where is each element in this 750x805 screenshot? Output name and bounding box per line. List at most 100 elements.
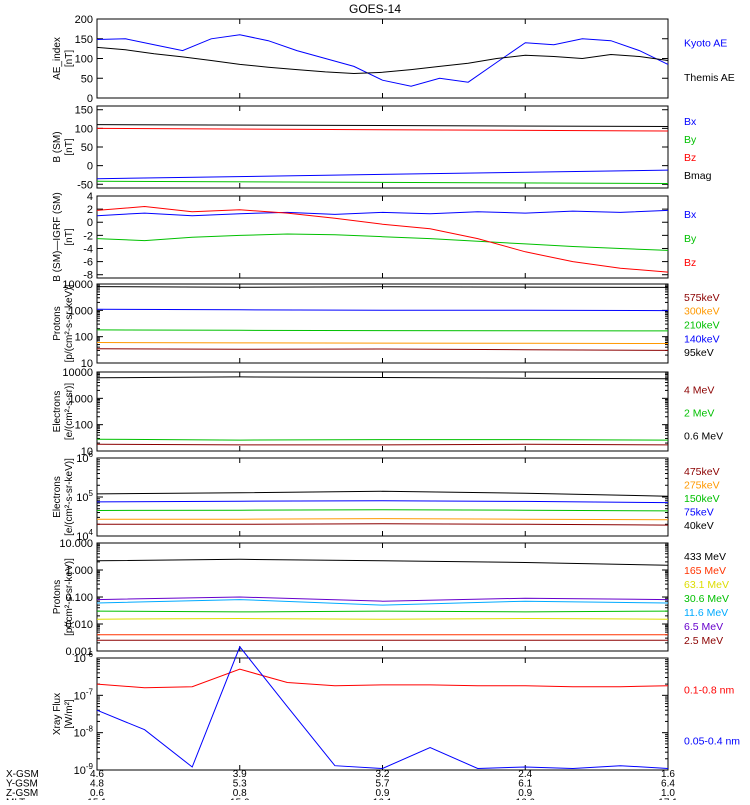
y-tick-label: -50 (77, 179, 93, 191)
x-row-label-y-gsm: Y-GSM (6, 779, 38, 790)
panel-1: 0 50 100 150 200 AE_index [nT] Kyoto AE Themis A… (52, 14, 735, 105)
x-value-x-gsm: 3.9 (233, 769, 247, 780)
y-tick-label: -2 (83, 230, 93, 242)
series-line-95kev (96, 286, 669, 288)
legend-entry-0-6-mev: 0.6 MeV (684, 431, 723, 443)
y-tick-label: 0.001 (65, 646, 93, 658)
y-axis-label: Electrons (52, 391, 63, 433)
series-line-bz (96, 127, 669, 132)
legend-entry-by: By (684, 134, 697, 146)
panel-4: 10 100 1000 10000 Protons [p/(cm²-s-sr-keV)] 5… (52, 279, 720, 370)
panel-2: -50 0 50 100 150 B (SM) [nT] Bx By Bz Bmag (52, 105, 712, 192)
y-tick-exponent: 5 (89, 489, 94, 498)
legend-entry-by: By (684, 233, 697, 245)
y-tick-label: 1000 (69, 305, 93, 317)
series-line-0-1-0-8-nm (96, 668, 669, 689)
series-line-6-5-mev (96, 596, 669, 602)
y-axis-label: [p/(cm²-s-sr-keV)] (64, 558, 75, 636)
y-axis-label: [nT] (64, 138, 75, 155)
y-tick-exponent: -8 (86, 725, 94, 734)
legend-entry-95kev: 95keV (684, 347, 714, 359)
y-axis-label: [nT] (64, 50, 75, 67)
series-line-150kev (96, 509, 669, 512)
series-line-bx (96, 209, 669, 217)
series-line-2-mev (96, 438, 669, 441)
y-tick-label: -6 (83, 257, 93, 269)
y-tick-label: 100 (75, 332, 93, 344)
y-tick-label: 105 (76, 489, 93, 504)
y-tick-label: 50 (81, 73, 93, 85)
legend-entry-bz: Bz (684, 152, 696, 164)
y-tick-exponent: -9 (86, 762, 94, 771)
y-tick-label: 10 (81, 358, 93, 370)
y-tick-label: 0.100 (65, 592, 93, 604)
x-value-x-gsm: 3.2 (376, 769, 390, 780)
y-tick-label: 100 (75, 54, 93, 66)
series-line-575kev (96, 348, 669, 351)
y-tick-label: 2 (87, 204, 93, 216)
series-line-kyoto-ae (96, 34, 669, 87)
series-line-210kev (96, 329, 669, 332)
panel-frame (96, 657, 669, 771)
y-tick-label: 0 (87, 217, 93, 229)
x-value-y-gsm: 6.4 (661, 779, 675, 790)
y-axis-label: B (SM)—IGRF (SM) (52, 192, 63, 281)
y-axis-label: [e/(cm²-s-sr-keV)] (64, 458, 75, 536)
y-tick-exponent: -7 (86, 687, 94, 696)
x-value-z-gsm: 0.6 (90, 788, 104, 799)
legend-entry-2-mev: 2 MeV (684, 408, 714, 420)
series-line-433-mev (96, 558, 669, 566)
plot-title: GOES-14 (349, 2, 401, 16)
y-tick-label: 10.000 (59, 538, 93, 550)
x-value-z-gsm: 1.0 (661, 788, 675, 799)
legend-entry-0-05-0-4-nm: 0.05-0.4 nm (684, 736, 740, 748)
legend-entry-bz: Bz (684, 257, 696, 269)
y-tick-exponent: 6 (89, 450, 94, 459)
legend-entry-kyoto-ae: Kyoto AE (684, 37, 727, 49)
x-value-y-gsm: 6.1 (518, 779, 532, 790)
y-tick-label: -8 (83, 270, 93, 282)
legend-entry-575kev: 575keV (684, 292, 720, 304)
y-axis-label: AE_index (52, 37, 63, 80)
series-line-40kev (96, 490, 669, 497)
y-tick-label: 10000 (62, 367, 93, 379)
legend-entry-30-6-mev: 30.6 MeV (684, 593, 729, 605)
legend-entry-140kev: 140keV (684, 333, 720, 345)
legend-entry-themis-ae: Themis AE (684, 72, 735, 84)
y-axis-label: [p/(cm²-s-sr-keV)] (64, 284, 75, 362)
legend-entry-75kev: 75keV (684, 507, 714, 519)
y-tick-label: 10-7 (74, 687, 94, 702)
legend-entry-150kev: 150keV (684, 493, 720, 505)
legend-entry-165-mev: 165 MeV (684, 565, 726, 577)
series-line-63-1-mev (96, 617, 669, 620)
y-tick-label: 50 (81, 142, 93, 154)
series-line-bmag (96, 124, 669, 127)
x-value-z-gsm: 0.9 (376, 788, 390, 799)
x-axis-table: X-GSM 4.6 3.9 3.2 2.4 1.6 Y-GSM 4.8 5.3 5.7 6.1 6.4… (6, 769, 678, 805)
y-axis-label: [e/(cm²-s-sr)] (64, 383, 75, 440)
panel-7: 0.001 0.010 0.100 1.000 10.000 Protons [p/(cm²… (52, 538, 729, 658)
y-tick-label: 10 (81, 446, 93, 458)
x-value-y-gsm: 4.8 (90, 779, 104, 790)
series-line-475kev (97, 523, 669, 526)
y-tick-label: 0.010 (65, 619, 93, 631)
y-tick-label: 100 (75, 420, 93, 432)
series-line-by (96, 180, 669, 184)
series-line-by (96, 233, 669, 251)
x-value-y-gsm: 5.3 (233, 779, 247, 790)
legend-entry-433-mev: 433 MeV (684, 551, 726, 563)
y-axis-label: B (SM) (52, 131, 63, 162)
y-axis-label: [nT] (64, 228, 75, 245)
series-line-0-05-0-4-nm (96, 645, 669, 770)
y-axis-label: [W/m²] (64, 699, 75, 729)
legend-entry-2-5-mev: 2.5 MeV (684, 635, 723, 647)
y-tick-label: 0 (87, 161, 93, 173)
y-tick-label: 100 (75, 123, 93, 135)
legend-entry-bmag: Bmag (684, 170, 712, 182)
legend-entry-4-mev: 4 MeV (684, 385, 714, 397)
series-line-4-mev (96, 443, 669, 446)
y-axis-label: Protons (52, 580, 63, 614)
series-line-275kev (97, 518, 669, 521)
x-value-x-gsm: 2.4 (518, 769, 532, 780)
